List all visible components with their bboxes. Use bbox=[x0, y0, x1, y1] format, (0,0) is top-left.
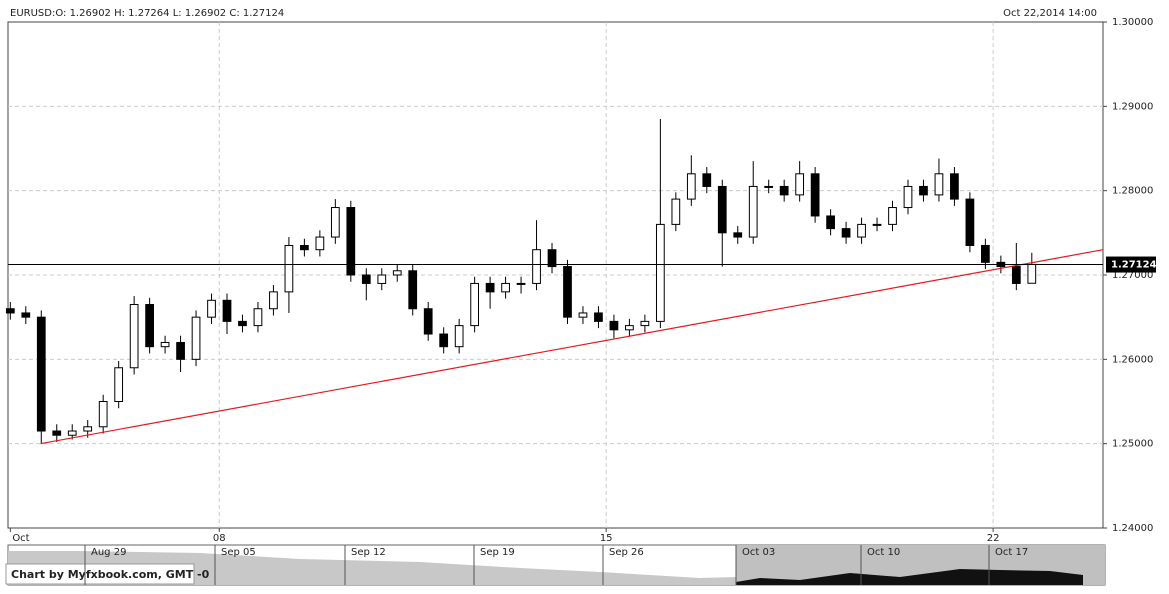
y-tick-label: 1.26000 bbox=[1112, 354, 1153, 365]
candle-body bbox=[408, 270, 418, 310]
candle-body bbox=[950, 173, 959, 200]
y-tick-label: 1.29000 bbox=[1112, 101, 1153, 112]
candle-body bbox=[733, 232, 743, 238]
candle-body bbox=[361, 274, 371, 284]
candle-body bbox=[392, 270, 402, 276]
navigator-label: Aug 29 bbox=[91, 547, 126, 558]
candle-body bbox=[346, 207, 356, 276]
candle-body bbox=[284, 244, 294, 293]
navigator-label: Sep 19 bbox=[480, 547, 515, 558]
navigator-selected-area bbox=[736, 569, 1083, 585]
candle-body bbox=[238, 320, 247, 327]
y-tick-label: 1.28000 bbox=[1112, 186, 1153, 197]
candle-body bbox=[191, 316, 201, 360]
candle-body bbox=[145, 304, 154, 348]
candle-body bbox=[810, 173, 820, 217]
candle-body bbox=[423, 308, 433, 335]
candle-body bbox=[609, 320, 619, 331]
candle-body bbox=[83, 426, 93, 432]
candle-body bbox=[21, 312, 31, 318]
candle-body bbox=[888, 207, 897, 225]
candle-body bbox=[826, 215, 835, 230]
candle-body bbox=[98, 401, 108, 428]
candle-body bbox=[578, 312, 588, 318]
candle-body bbox=[563, 266, 572, 318]
navigator-label: Oct 10 bbox=[867, 547, 900, 558]
y-tick-label: 1.27000 bbox=[1112, 270, 1153, 281]
candle-body bbox=[176, 341, 185, 360]
y-tick-label: 1.24000 bbox=[1112, 523, 1153, 534]
candle-body bbox=[516, 282, 526, 285]
navigator-label: Oct 17 bbox=[995, 547, 1028, 558]
candle-body bbox=[640, 320, 650, 327]
x-tick-label: 15 bbox=[600, 533, 613, 544]
candle-body bbox=[872, 223, 882, 226]
candle-body bbox=[470, 282, 480, 327]
candle-body bbox=[919, 185, 928, 196]
candle-body bbox=[547, 249, 557, 268]
candle-body bbox=[300, 244, 309, 251]
candle-body bbox=[222, 299, 232, 322]
candle-body bbox=[315, 236, 325, 251]
timestamp: Oct 22,2014 14:00 bbox=[1003, 8, 1097, 19]
trendline bbox=[40, 249, 1104, 445]
y-tick-label: 1.30000 bbox=[1112, 17, 1153, 28]
candle-body bbox=[454, 325, 464, 348]
candle-body bbox=[52, 430, 62, 436]
candle-body bbox=[67, 430, 77, 436]
ohlc-header: EURUSD:O: 1.26902 H: 1.27264 L: 1.26902 … bbox=[10, 8, 284, 19]
candle-body bbox=[5, 308, 15, 314]
candle-body bbox=[253, 308, 263, 327]
candle-body bbox=[36, 316, 46, 432]
candle-body bbox=[532, 249, 541, 284]
candle-body bbox=[903, 185, 913, 209]
candle-body bbox=[330, 207, 340, 238]
candle-body bbox=[625, 325, 634, 331]
candle-body bbox=[717, 185, 727, 234]
candle-body bbox=[857, 223, 866, 238]
x-tick-label: Oct bbox=[12, 533, 29, 544]
candle-body bbox=[702, 173, 712, 187]
credit-box bbox=[5, 563, 195, 585]
candle-body bbox=[439, 333, 449, 348]
candle-body bbox=[981, 244, 990, 263]
candle-body bbox=[965, 198, 975, 246]
x-tick-label: 08 bbox=[213, 533, 226, 544]
candle-body bbox=[1027, 264, 1037, 284]
candle-body bbox=[779, 185, 789, 196]
y-tick-label: 1.25000 bbox=[1112, 439, 1153, 450]
current-price-label: 1.27124 bbox=[1111, 260, 1157, 271]
candle-body bbox=[160, 341, 170, 348]
candle-body bbox=[269, 291, 278, 310]
credit: Chart by Myfxbook.com, GMT -0 bbox=[11, 568, 210, 581]
candle-body bbox=[114, 367, 124, 402]
candle-body bbox=[501, 282, 510, 293]
candle-body bbox=[748, 185, 758, 238]
candle-body bbox=[764, 185, 774, 188]
navigator-label: Sep 12 bbox=[351, 547, 386, 558]
navigator-label: Sep 26 bbox=[609, 547, 644, 558]
candle-body bbox=[594, 312, 603, 322]
candle-body bbox=[655, 223, 665, 322]
candle-body bbox=[934, 173, 944, 196]
current-price-box bbox=[1106, 256, 1156, 273]
navigator-label: Sep 05 bbox=[221, 547, 256, 558]
candle-body bbox=[207, 299, 216, 318]
candle-body bbox=[485, 282, 495, 293]
x-tick-label: 22 bbox=[987, 533, 1000, 544]
candle-body bbox=[686, 173, 696, 200]
candle-body bbox=[671, 198, 681, 225]
candle-body bbox=[377, 274, 387, 284]
candle-body bbox=[795, 173, 805, 196]
navigator-label: Oct 03 bbox=[742, 547, 775, 558]
candle-body bbox=[1011, 266, 1021, 284]
candle-body bbox=[129, 304, 139, 369]
candle-body bbox=[841, 228, 851, 238]
navigator: Chart by Myfxbook.com, GMT -0 Aug 29 Sep … bbox=[5, 544, 1106, 586]
